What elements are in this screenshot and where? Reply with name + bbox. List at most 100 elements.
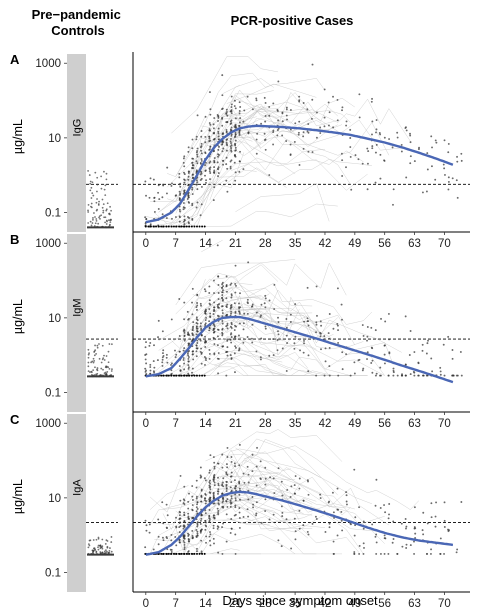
case-point bbox=[255, 465, 258, 468]
case-point bbox=[178, 541, 181, 544]
trajectory-line bbox=[243, 451, 390, 526]
case-point bbox=[285, 108, 288, 111]
case-point bbox=[165, 356, 168, 359]
case-point bbox=[234, 338, 237, 340]
case-point bbox=[237, 334, 240, 337]
case-point bbox=[183, 334, 186, 337]
case-point bbox=[294, 475, 297, 477]
control-point bbox=[93, 225, 96, 227]
control-point bbox=[97, 548, 100, 551]
case-point bbox=[208, 135, 211, 138]
case-point bbox=[426, 374, 429, 377]
case-point bbox=[269, 476, 272, 479]
case-floor-point bbox=[165, 225, 168, 228]
case-floor-point bbox=[198, 552, 201, 555]
control-point bbox=[95, 373, 97, 376]
case-point bbox=[191, 161, 194, 164]
case-point bbox=[272, 354, 275, 357]
case-point bbox=[217, 135, 220, 138]
case-point bbox=[183, 526, 186, 529]
case-point bbox=[404, 315, 407, 318]
case-point bbox=[443, 167, 446, 170]
case-point bbox=[191, 167, 193, 169]
case-point bbox=[413, 371, 416, 374]
case-point bbox=[315, 331, 317, 334]
case-point bbox=[439, 537, 442, 540]
case-point bbox=[183, 171, 185, 174]
x-tick-label: 70 bbox=[438, 238, 451, 250]
case-point bbox=[195, 325, 198, 328]
case-point bbox=[205, 316, 208, 319]
case-point bbox=[221, 107, 224, 110]
case-point bbox=[178, 298, 181, 300]
case-point bbox=[374, 535, 377, 538]
case-point bbox=[336, 287, 339, 290]
x-tick-label: 42 bbox=[319, 598, 332, 610]
case-point bbox=[225, 484, 228, 487]
case-point bbox=[447, 335, 450, 338]
case-point bbox=[247, 498, 250, 501]
trajectory-line bbox=[226, 308, 262, 328]
case-point bbox=[233, 352, 236, 355]
case-point bbox=[234, 139, 237, 142]
case-point bbox=[191, 371, 193, 374]
case-point bbox=[426, 152, 429, 155]
case-point bbox=[183, 362, 186, 365]
trajectory-line bbox=[201, 272, 373, 325]
trajectory-line bbox=[201, 78, 274, 128]
control-point bbox=[110, 553, 113, 556]
control-point bbox=[92, 550, 94, 553]
case-point bbox=[196, 508, 199, 510]
case-point bbox=[183, 514, 186, 517]
case-point bbox=[294, 335, 297, 338]
case-point bbox=[430, 502, 433, 505]
case-point bbox=[170, 369, 173, 372]
x-tick-label: 28 bbox=[259, 418, 272, 430]
control-point bbox=[96, 552, 98, 555]
case-point bbox=[243, 312, 246, 315]
case-point bbox=[362, 542, 365, 545]
case-point bbox=[293, 484, 296, 487]
case-point bbox=[250, 337, 253, 340]
case-point bbox=[234, 506, 237, 509]
case-point bbox=[217, 138, 220, 141]
case-point bbox=[391, 146, 394, 149]
case-point bbox=[230, 110, 232, 113]
case-point bbox=[443, 139, 446, 142]
case-point bbox=[192, 157, 195, 160]
case-point bbox=[221, 124, 224, 127]
case-point bbox=[319, 132, 322, 135]
case-point bbox=[213, 325, 216, 328]
case-point bbox=[187, 372, 190, 375]
case-point bbox=[307, 480, 309, 483]
control-point bbox=[87, 356, 90, 359]
case-point bbox=[289, 313, 292, 316]
case-point bbox=[302, 147, 305, 150]
x-tick-label: 21 bbox=[229, 238, 242, 250]
case-point bbox=[417, 361, 420, 364]
case-point bbox=[460, 374, 463, 377]
case-floor-point bbox=[165, 552, 168, 555]
trajectory-line bbox=[235, 182, 330, 222]
case-point bbox=[225, 500, 228, 503]
case-point bbox=[196, 147, 199, 150]
case-point bbox=[242, 472, 245, 475]
case-point bbox=[392, 188, 395, 191]
control-point bbox=[89, 220, 92, 223]
case-point bbox=[316, 314, 318, 317]
case-point bbox=[191, 204, 194, 207]
case-point bbox=[209, 123, 212, 126]
case-point bbox=[243, 481, 246, 484]
case-point bbox=[191, 147, 194, 150]
case-point bbox=[353, 552, 356, 555]
case-point bbox=[234, 146, 237, 149]
control-point bbox=[101, 538, 104, 541]
case-point bbox=[323, 125, 326, 128]
case-point bbox=[212, 480, 215, 482]
case-floor-point bbox=[162, 225, 165, 228]
case-point bbox=[451, 177, 454, 180]
case-point bbox=[264, 138, 267, 141]
case-point bbox=[388, 138, 391, 140]
case-point bbox=[209, 488, 212, 491]
case-point bbox=[187, 342, 190, 345]
